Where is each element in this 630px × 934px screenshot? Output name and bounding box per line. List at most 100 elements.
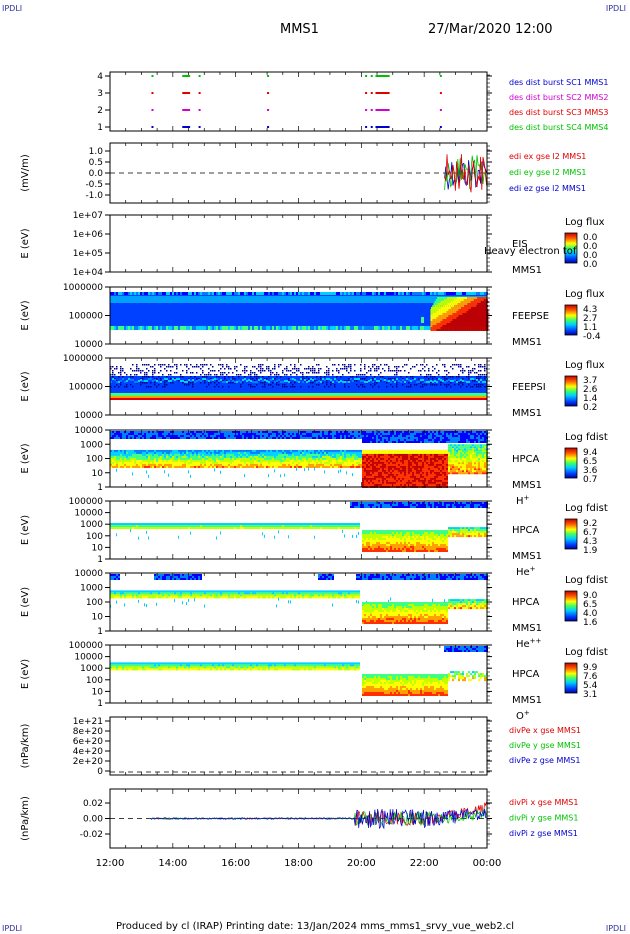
heat-cell [258, 449, 260, 452]
heat-cell [294, 431, 296, 433]
heat-cell [222, 465, 224, 468]
heat-cell [240, 384, 242, 386]
heat-cell [196, 437, 198, 439]
heat-cell [479, 303, 482, 305]
heat-cell [206, 435, 208, 437]
heat-cell [368, 483, 370, 486]
heat-cell [200, 437, 202, 439]
heat-cell [398, 479, 400, 482]
heat-cell [362, 433, 364, 435]
heat-cell [350, 378, 352, 380]
heat-cell [380, 451, 382, 454]
heat-cell [434, 301, 437, 303]
heat-cell [440, 292, 442, 295]
heat-cell [300, 433, 302, 435]
heat-cell [310, 457, 312, 460]
heat-cell [212, 451, 214, 454]
heat-cell [114, 435, 116, 437]
heat-cell [408, 475, 410, 478]
heat-cell [468, 329, 471, 331]
heat-cell [148, 463, 150, 466]
heat-cell [164, 326, 166, 330]
heat-cell [250, 378, 252, 380]
heat-cell [418, 451, 420, 454]
heat-cell [182, 451, 184, 454]
heat-cell [312, 386, 314, 388]
heat-cell [208, 433, 210, 435]
heat-cell [344, 463, 346, 466]
heat-cell [334, 461, 336, 464]
heat-cell [130, 292, 132, 295]
heat-cell [150, 465, 152, 468]
heat-cell [370, 459, 372, 462]
heat-cell [322, 465, 324, 468]
heat-cell [451, 299, 454, 301]
heat-cell [444, 364, 446, 366]
heat-cell [206, 379, 208, 381]
heat-cell [404, 292, 406, 295]
heat-cell [164, 435, 166, 437]
heat-cell [400, 481, 402, 484]
heat-cell [210, 457, 212, 460]
heat-cell [314, 467, 315, 471]
heat-cell [182, 292, 184, 295]
heat-cell [422, 292, 424, 295]
heat-cell [210, 455, 212, 458]
heat-cell [482, 323, 485, 325]
heat-cell [348, 433, 350, 435]
heat-cell [455, 297, 458, 299]
heat-cell [404, 481, 406, 484]
heat-cell [140, 449, 142, 452]
heat-cell [118, 433, 120, 435]
heat-cell [388, 479, 390, 482]
heat-cell [228, 463, 230, 466]
heat-cell [380, 455, 382, 458]
heat-cell [218, 459, 220, 462]
heat-cell [374, 326, 376, 330]
heat-cell [152, 326, 154, 330]
heat-cell [232, 382, 234, 384]
heat-cell [144, 382, 146, 384]
heat-cell [258, 455, 260, 458]
heat-cell [270, 372, 272, 374]
heat-cell [432, 317, 435, 319]
heat-cell [288, 380, 290, 382]
heat-cell [438, 315, 441, 317]
heat-cell [270, 435, 272, 437]
heat-cell [238, 453, 240, 456]
heat-cell [338, 451, 340, 454]
heat-cell [158, 451, 160, 454]
heat-cell [368, 469, 370, 472]
heat-cell [154, 459, 156, 462]
heat-cell [128, 457, 130, 460]
heat-cell [134, 457, 136, 460]
heat-cell [352, 431, 354, 433]
panel-p4: E (eV) [20, 286, 578, 345]
heat-cell [124, 461, 126, 464]
heat-cell [466, 325, 469, 327]
heat-cell [132, 453, 134, 456]
heat-cell [452, 301, 455, 303]
heat-cell [400, 431, 402, 433]
heat-cell [250, 384, 252, 386]
heat-cell [244, 372, 246, 374]
heat-cell [114, 451, 116, 454]
heat-cell [202, 455, 204, 458]
heat-band [110, 396, 487, 398]
heat-cell [112, 463, 114, 466]
heat-cell [296, 435, 298, 437]
panel-frame [109, 71, 488, 132]
heat-cell [453, 303, 456, 305]
heat-cell [380, 437, 382, 439]
heat-cell [274, 459, 276, 462]
heat-cell [469, 297, 472, 299]
heat-cell [404, 479, 406, 482]
heat-cell [414, 465, 416, 468]
heat-cell [270, 451, 272, 454]
heat-cell [450, 323, 453, 325]
heat-cell [272, 292, 274, 295]
heat-cell [290, 431, 292, 433]
heat-cell [188, 451, 190, 454]
heat-cell [400, 370, 402, 372]
heat-cell [463, 299, 466, 301]
